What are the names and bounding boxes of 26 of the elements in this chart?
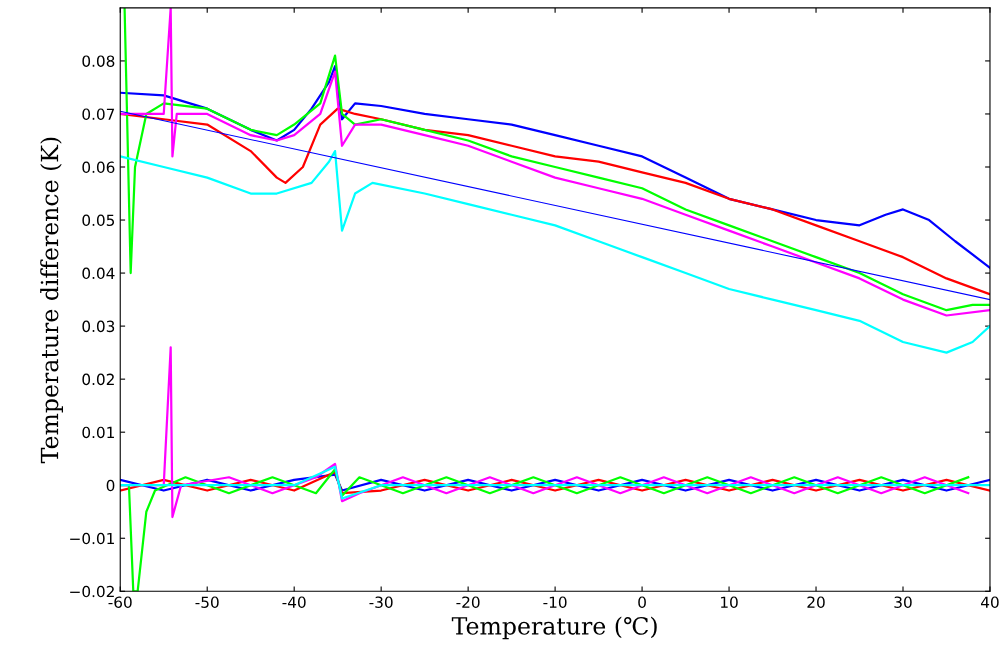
y-tick-label: −0.02 [70,585,114,598]
x-tick-label: -60 [108,596,132,608]
y-tick-label: 0.03 [82,320,115,333]
line-series [120,149,990,354]
y-tick-label: 0.02 [82,373,114,386]
x-axis-title: Temperature (℃) [451,616,657,640]
y-axis-title: Temperature difference (K) [40,137,63,464]
x-tick-label: 10 [721,596,738,608]
x-tick-label: -50 [195,596,219,608]
y-tick-label: −0.01 [70,532,114,545]
y-tick-label: 0.01 [82,426,114,439]
y-tick-label: 0.06 [82,161,115,174]
x-tick-label: -40 [282,596,306,608]
y-tick-label: 0 [106,479,115,492]
y-tick-label: 0.04 [82,267,115,280]
x-tick-label: 30 [894,596,912,608]
x-tick-label: -10 [543,596,567,608]
x-tick-label: -30 [369,596,393,608]
y-tick-label: 0.05 [82,214,115,227]
line-series [120,65,990,269]
x-tick-label: 40 [981,596,999,608]
x-tick-label: -20 [456,596,480,608]
x-tick-label: 20 [807,596,825,608]
x-tick-label: 0 [638,596,646,608]
y-tick-label: 0.08 [82,55,115,67]
y-tick-label: 0.07 [82,108,115,120]
